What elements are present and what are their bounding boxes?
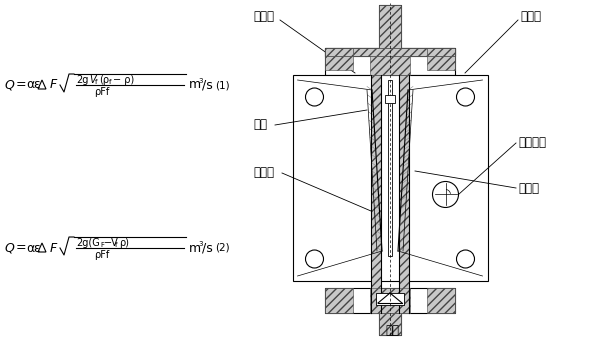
Text: − ρ): − ρ) xyxy=(113,75,134,85)
Bar xyxy=(325,288,455,313)
Text: m: m xyxy=(189,79,201,92)
Text: 测量管: 测量管 xyxy=(520,10,541,23)
Bar xyxy=(325,48,353,56)
Text: (1): (1) xyxy=(215,80,230,90)
Text: 随动系统: 随动系统 xyxy=(518,137,546,150)
Bar xyxy=(371,75,381,313)
Bar xyxy=(325,56,353,70)
Bar xyxy=(376,293,404,305)
Bar xyxy=(379,5,401,48)
Text: m: m xyxy=(189,241,201,255)
Text: 浮子: 浮子 xyxy=(253,118,267,131)
Text: V: V xyxy=(89,75,95,85)
Text: 3: 3 xyxy=(198,78,203,84)
Text: α: α xyxy=(26,79,34,92)
Bar xyxy=(388,80,392,256)
Bar xyxy=(379,5,401,48)
Text: F: F xyxy=(100,242,104,248)
Bar xyxy=(325,48,455,75)
Bar xyxy=(325,48,455,56)
Text: (2): (2) xyxy=(215,243,230,253)
Bar xyxy=(379,313,401,335)
Text: =: = xyxy=(16,79,26,92)
Text: α: α xyxy=(26,241,34,255)
Bar xyxy=(427,288,455,313)
Text: (ρ: (ρ xyxy=(99,75,109,85)
Text: 2g(G: 2g(G xyxy=(76,238,100,248)
Text: ρFf: ρFf xyxy=(94,250,109,260)
Text: F: F xyxy=(50,79,57,92)
Bar xyxy=(353,48,427,56)
Bar xyxy=(399,75,409,313)
Text: f: f xyxy=(109,79,112,85)
Text: −V: −V xyxy=(104,238,119,248)
Text: Q: Q xyxy=(4,79,14,92)
Text: 3: 3 xyxy=(198,241,203,247)
Text: f: f xyxy=(95,79,97,85)
Text: ε: ε xyxy=(33,79,40,92)
Text: /s: /s xyxy=(202,79,213,92)
Bar xyxy=(385,95,395,103)
Bar xyxy=(293,75,487,281)
Text: Q: Q xyxy=(4,241,14,255)
Text: 锥形管: 锥形管 xyxy=(518,181,539,194)
Bar xyxy=(370,56,410,75)
Text: 显示器: 显示器 xyxy=(253,10,274,23)
Bar xyxy=(370,288,410,313)
Bar xyxy=(379,313,401,335)
Bar xyxy=(325,288,353,313)
Bar xyxy=(376,293,404,305)
Text: 2g: 2g xyxy=(76,75,88,85)
Text: ρFf: ρFf xyxy=(94,87,109,97)
Bar xyxy=(427,56,455,70)
Text: 卡箍: 卡箍 xyxy=(385,324,399,338)
Text: f: f xyxy=(115,242,118,248)
Text: ε: ε xyxy=(33,241,40,255)
Bar xyxy=(427,48,455,56)
Text: /s: /s xyxy=(202,241,213,255)
Text: 导向管: 导向管 xyxy=(253,166,274,179)
Text: F: F xyxy=(50,241,57,255)
Text: ρ): ρ) xyxy=(119,238,129,248)
Text: =: = xyxy=(16,241,26,255)
